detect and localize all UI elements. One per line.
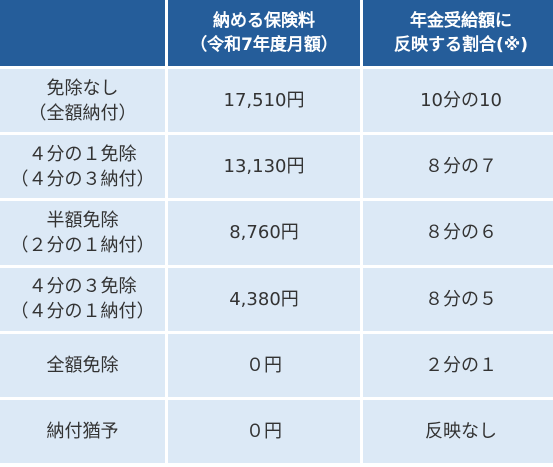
cell-text: （令和7年度月額） [190,35,338,55]
table-cell: 10分の10 [363,69,553,133]
cell-text: （４分の１納付） [10,301,155,323]
cell-text: 年金受給額に [410,11,512,31]
cell-text: ４分の１免除 [28,143,137,165]
table-cell: 半額免除 （２分の１納付） [0,201,165,265]
table-cell: 納付猶予 [0,399,165,463]
table-cell: 反映なし [363,399,553,463]
cell-text: 4,380円 [229,288,299,310]
table-cell: ８分の５ [363,267,553,331]
cell-text: ０円 [246,354,282,376]
table-cell: 13,130円 [168,135,360,199]
cell-text: ２分の１ [425,354,497,376]
cell-text: 17,510円 [223,90,305,112]
cell-text: 8,760円 [229,222,299,244]
cell-text: 13,130円 [223,156,305,178]
table-cell: 8,760円 [168,201,360,265]
header-cell: 納める保険料 （令和7年度月額） [168,0,360,66]
table-cell: ８分の６ [363,201,553,265]
table-cell: 17,510円 [168,69,360,133]
cell-text: ８分の７ [425,156,497,178]
cell-text: 10分の10 [420,90,502,112]
cell-text: 納付猶予 [46,420,119,442]
header-cell: 年金受給額に 反映する割合(※) [363,0,553,66]
cell-text: 半額免除 [46,209,119,231]
table-cell: 全額免除 [0,333,165,397]
table-cell: ４分の１免除 （４分の３納付） [0,135,165,199]
cell-text: ４分の３免除 [28,276,137,298]
cell-text: ８分の６ [425,222,497,244]
cell-text: 全額免除 [46,354,119,376]
table-cell: ８分の７ [363,135,553,199]
table-cell: ０円 [168,399,360,463]
cell-text: ８分の５ [425,288,497,310]
cell-text: （全額納付） [28,102,137,124]
table-cell: ２分の１ [363,333,553,397]
table-cell: 免除なし （全額納付） [0,69,165,133]
cell-text: 反映する割合(※) [393,35,529,55]
table-cell: ４分の３免除 （４分の１納付） [0,267,165,331]
cell-text: 納める保険料 [213,11,315,31]
cell-text: ０円 [246,420,282,442]
cell-text: 免除なし [46,77,119,99]
table-cell: 4,380円 [168,267,360,331]
table-cell: ０円 [168,333,360,397]
cell-text: （４分の３納付） [10,168,155,190]
cell-text: （２分の１納付） [10,234,155,256]
cell-text: 反映なし [425,420,497,442]
header-cell [0,0,165,66]
